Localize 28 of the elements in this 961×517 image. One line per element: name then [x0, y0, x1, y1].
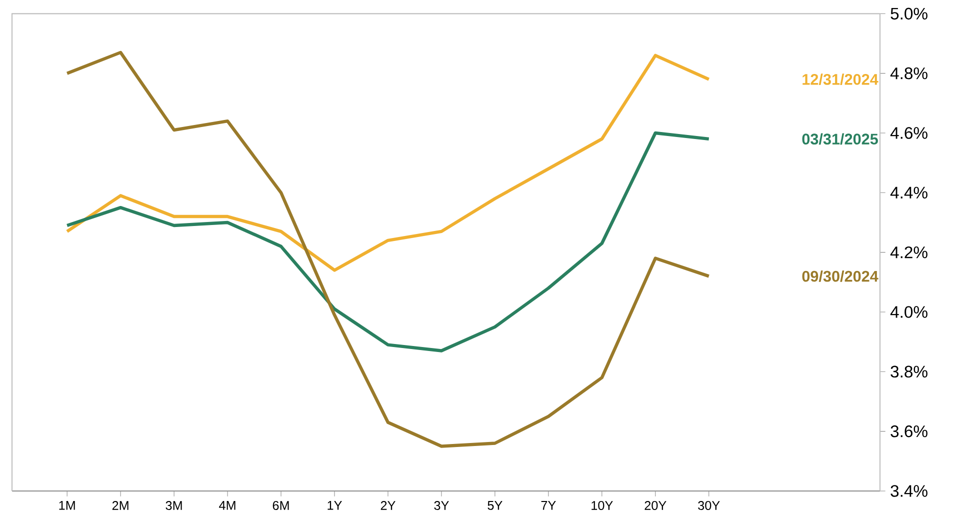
- x-tick-label: 3Y: [434, 501, 449, 510]
- y-tick-label: 4.8%: [890, 67, 928, 80]
- y-tick-label: 4.2%: [890, 246, 928, 258]
- x-tick-label: 2Y: [380, 501, 396, 510]
- x-tick-label: 5Y: [488, 501, 502, 510]
- y-tick-label: 3.4%: [890, 485, 928, 497]
- y-tick-label: 3.8%: [890, 366, 928, 378]
- text: 12/31/2024: [802, 74, 878, 86]
- y-tick-label: 4.6%: [890, 127, 928, 139]
- x-tick-label: 3M: [166, 501, 182, 510]
- text: 09/30/2024: [802, 270, 878, 282]
- x-tick-label: 20Y: [644, 501, 666, 510]
- line-series: [65, 50, 710, 448]
- x-tick-label: 6M: [272, 501, 289, 510]
- y-tick-label: 3.6%: [890, 425, 928, 438]
- x-tick-label: 7Y: [541, 501, 556, 510]
- line-series: [65, 131, 710, 352]
- y-tick-label: 4.4%: [890, 186, 928, 198]
- y-tick-label: 4.0%: [890, 306, 928, 318]
- x-tick-label: 1M: [59, 501, 75, 510]
- x-tick-label: 2M: [112, 501, 128, 510]
- y-tick-label: 5.0%: [890, 8, 928, 20]
- x-tick-label: 30Y: [698, 501, 720, 510]
- line-series: [65, 54, 710, 272]
- x-tick-label: 10Y: [592, 501, 613, 510]
- text: 03/31/2025: [802, 133, 878, 145]
- x-tick-label: 4M: [219, 501, 236, 510]
- x-tick-label: 1Y: [328, 501, 342, 510]
